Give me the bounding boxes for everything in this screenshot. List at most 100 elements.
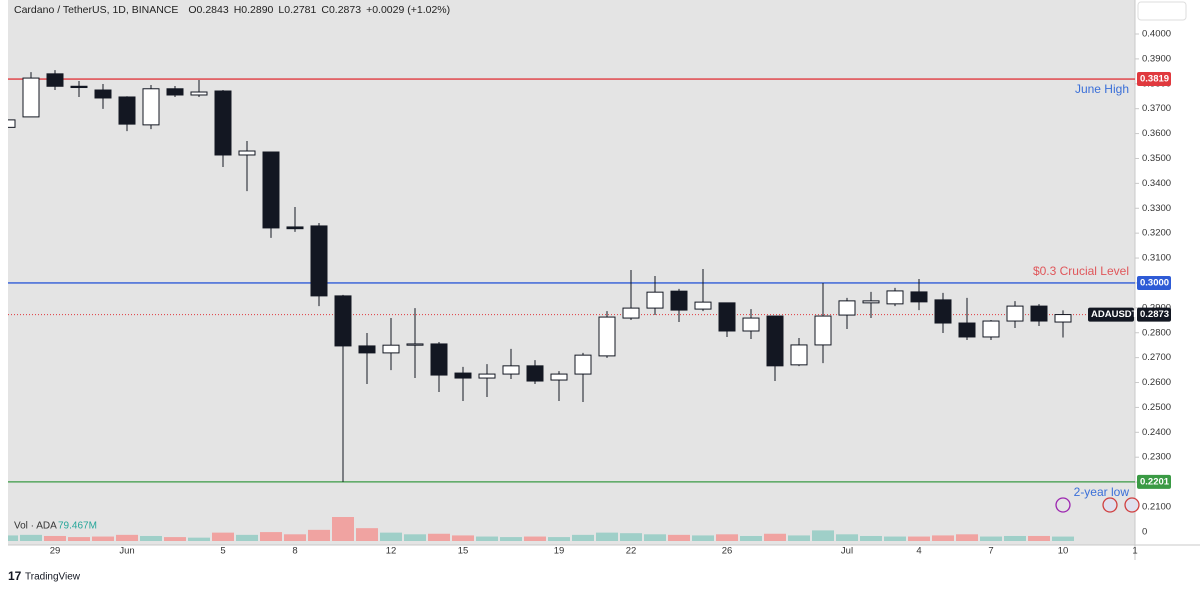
candle-body <box>694 301 712 310</box>
candle-body <box>190 91 208 96</box>
volume-bar <box>1004 535 1026 541</box>
plot-area <box>8 70 1135 541</box>
volume-bar <box>884 536 906 541</box>
overlay: Cardano / TetherUS, 1D, BINANCE O0.2843 … <box>8 4 1171 583</box>
ohlc-change: +0.0029 (+1.02%) <box>366 4 450 16</box>
volume-bar <box>548 537 570 541</box>
volume-bar <box>500 537 522 541</box>
x-tick-label: 22 <box>626 546 637 557</box>
volume-bar <box>92 536 114 541</box>
level-tag-label: 0.3000 <box>1140 277 1169 288</box>
candle-body <box>1030 305 1048 322</box>
last-price-label: 0.2873 <box>1140 309 1169 320</box>
ohlc-close: C0.2873 <box>321 4 361 16</box>
volume-bar <box>284 534 306 541</box>
flag-icon[interactable] <box>1102 497 1118 513</box>
candle-body <box>94 89 112 99</box>
volume-last: 79.467M <box>58 521 97 532</box>
volume-bar <box>68 537 90 541</box>
symbol-title: Cardano / TetherUS, 1D, BINANCE <box>14 4 178 16</box>
volume-bar <box>740 535 762 541</box>
event-icon[interactable] <box>1055 497 1071 513</box>
y-tick-label: 0.2100 <box>1142 502 1171 513</box>
volume-bar <box>908 536 930 541</box>
x-tick-label: 4 <box>916 546 921 557</box>
level-annotation: $0.3 Crucial Level <box>1033 264 1129 278</box>
candle-body <box>910 291 928 303</box>
x-tick-label: 12 <box>386 546 397 557</box>
volume-bar <box>956 534 978 541</box>
last-price-tag <box>1137 307 1171 322</box>
x-tick-label: 5 <box>220 546 225 557</box>
y-tick-label: 0.3300 <box>1142 203 1171 214</box>
candle-body <box>670 290 688 311</box>
symbol-tag-label: ADAUSDT <box>1091 309 1138 320</box>
volume-bar <box>8 535 18 541</box>
volume-bar <box>356 528 378 541</box>
y-tick-label: 0.2600 <box>1142 377 1171 388</box>
candle-body <box>958 322 976 338</box>
y-tick-label: 0.3500 <box>1142 153 1171 164</box>
x-tick-label: 1 <box>1132 546 1137 557</box>
level-tag-label: 0.3819 <box>1140 74 1169 85</box>
candle-body <box>838 300 856 316</box>
volume-bar <box>860 535 882 541</box>
candle-body <box>286 226 304 230</box>
ohlc-low: L0.2781 <box>278 4 316 16</box>
candle-body <box>310 225 328 297</box>
candle-body <box>886 290 904 305</box>
level-tag <box>1137 275 1171 290</box>
candle-body <box>406 343 424 346</box>
flag-icon[interactable] <box>1124 497 1140 513</box>
candle-body <box>214 90 232 156</box>
x-tick-label: 15 <box>458 546 469 557</box>
candle-body <box>742 317 760 332</box>
candle-body <box>358 345 376 354</box>
level-tag <box>1137 474 1171 489</box>
candle-body <box>550 373 568 381</box>
candle-body <box>22 77 40 118</box>
candle-body <box>862 300 880 304</box>
y-tick-label: 0.3900 <box>1142 53 1171 64</box>
volume-bar <box>332 517 354 541</box>
volume-bar <box>452 535 474 541</box>
y-tick-label: 0.3400 <box>1142 178 1171 189</box>
volume-bar <box>788 535 810 541</box>
volume-bar <box>836 534 858 541</box>
candle-body <box>478 373 496 379</box>
volume-bar <box>572 534 594 541</box>
volume-bar <box>932 535 954 541</box>
volume-bar <box>1028 535 1050 541</box>
candle-body <box>1006 305 1024 322</box>
x-tick-label: 29 <box>50 546 61 557</box>
volume-bar <box>668 534 690 541</box>
symbol-tag <box>1088 307 1134 322</box>
brand: TradingView <box>25 572 81 583</box>
volume-bar <box>260 532 282 541</box>
candle-body <box>622 307 640 319</box>
candle-body <box>454 372 472 379</box>
volume-tick-label: 0 <box>1142 527 1147 538</box>
candle-body <box>646 291 664 309</box>
volume-bar <box>140 535 162 541</box>
volume-bar <box>380 532 402 541</box>
y-tick-label: 0.2800 <box>1142 327 1171 338</box>
y-tick-label: 0.2400 <box>1142 427 1171 438</box>
top-button[interactable] <box>1137 1 1187 21</box>
volume-bar <box>1052 536 1074 541</box>
candle-body <box>718 302 736 332</box>
volume-bar <box>644 534 666 541</box>
x-tick-label: 26 <box>722 546 733 557</box>
candle-body <box>1054 314 1072 323</box>
x-tick-label: 7 <box>988 546 993 557</box>
candle-body <box>46 73 64 87</box>
y-tick-label: 0.2700 <box>1142 352 1171 363</box>
candle-body <box>238 150 256 156</box>
y-tick-label: 0.2300 <box>1142 452 1171 463</box>
level-tag-label: 0.2201 <box>1140 476 1170 487</box>
candle-body <box>790 344 808 366</box>
level-annotation: June High <box>1075 82 1129 96</box>
candle-body <box>982 320 1000 338</box>
